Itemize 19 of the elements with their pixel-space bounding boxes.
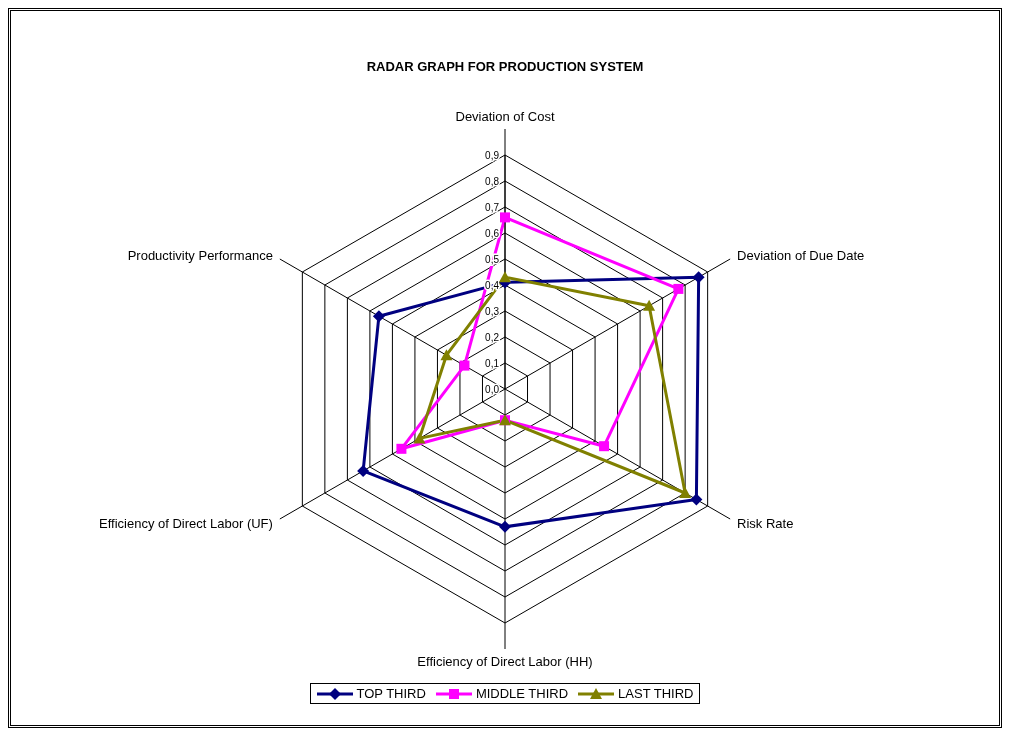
chart-title: RADAR GRAPH FOR PRODUCTION SYSTEM xyxy=(365,59,645,74)
y-tick-label: 0,0 xyxy=(485,383,500,395)
y-tick-label: 0,7 xyxy=(485,201,500,213)
spoke-label: Deviation of Due Date xyxy=(737,247,865,263)
spoke-label: Risk Rate xyxy=(737,515,794,531)
y-tick-label: 0,1 xyxy=(485,357,500,369)
y-tick-label: 0,9 xyxy=(485,149,500,161)
spoke-label: Productivity Performance xyxy=(127,247,273,263)
legend-label: TOP THIRD xyxy=(356,686,426,701)
spoke-label: Efficiency of Direct Labor (UF) xyxy=(99,515,273,531)
y-tick-label: 0,3 xyxy=(485,305,500,317)
legend-label: MIDDLE THIRD xyxy=(475,686,569,701)
y-tick-label: 0,4 xyxy=(485,279,500,291)
legend-label: LAST THIRD xyxy=(618,686,694,701)
spoke-label: Deviation of Cost xyxy=(455,109,555,124)
y-tick-label: 0,8 xyxy=(485,175,500,187)
y-tick-label: 0,6 xyxy=(485,227,500,239)
y-tick-label: 0,2 xyxy=(485,331,500,343)
spoke-label: Efficiency of Direct Labor (HH) xyxy=(417,654,593,670)
